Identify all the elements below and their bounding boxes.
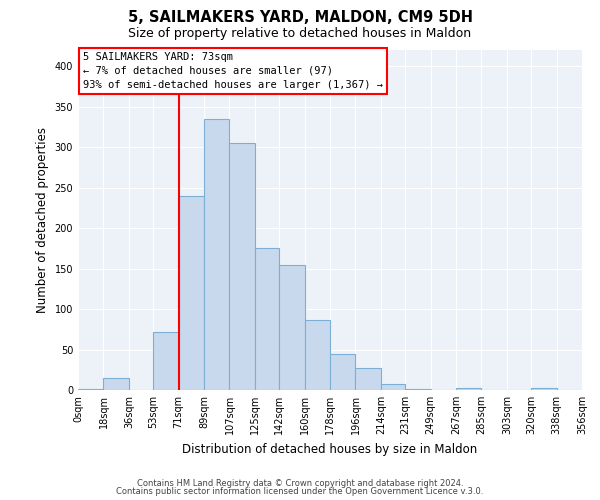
Bar <box>330 354 355 390</box>
Text: Contains public sector information licensed under the Open Government Licence v.: Contains public sector information licen… <box>116 487 484 496</box>
Bar <box>305 320 330 390</box>
Bar <box>405 389 431 390</box>
Bar <box>255 248 279 390</box>
Y-axis label: Number of detached properties: Number of detached properties <box>36 127 49 313</box>
Bar <box>355 368 381 390</box>
Bar <box>103 378 129 390</box>
Text: 5 SAILMAKERS YARD: 73sqm
← 7% of detached houses are smaller (97)
93% of semi-de: 5 SAILMAKERS YARD: 73sqm ← 7% of detache… <box>83 52 383 90</box>
Bar <box>279 264 305 390</box>
Bar <box>204 119 229 390</box>
Bar <box>78 389 103 390</box>
Text: 5, SAILMAKERS YARD, MALDON, CM9 5DH: 5, SAILMAKERS YARD, MALDON, CM9 5DH <box>128 10 473 25</box>
Bar <box>531 388 557 390</box>
Bar <box>456 388 481 390</box>
Text: Contains HM Land Registry data © Crown copyright and database right 2024.: Contains HM Land Registry data © Crown c… <box>137 478 463 488</box>
Text: Size of property relative to detached houses in Maldon: Size of property relative to detached ho… <box>128 28 472 40</box>
Bar <box>229 143 255 390</box>
Bar <box>153 332 179 390</box>
Bar <box>179 196 204 390</box>
X-axis label: Distribution of detached houses by size in Maldon: Distribution of detached houses by size … <box>182 442 478 456</box>
Bar <box>381 384 405 390</box>
